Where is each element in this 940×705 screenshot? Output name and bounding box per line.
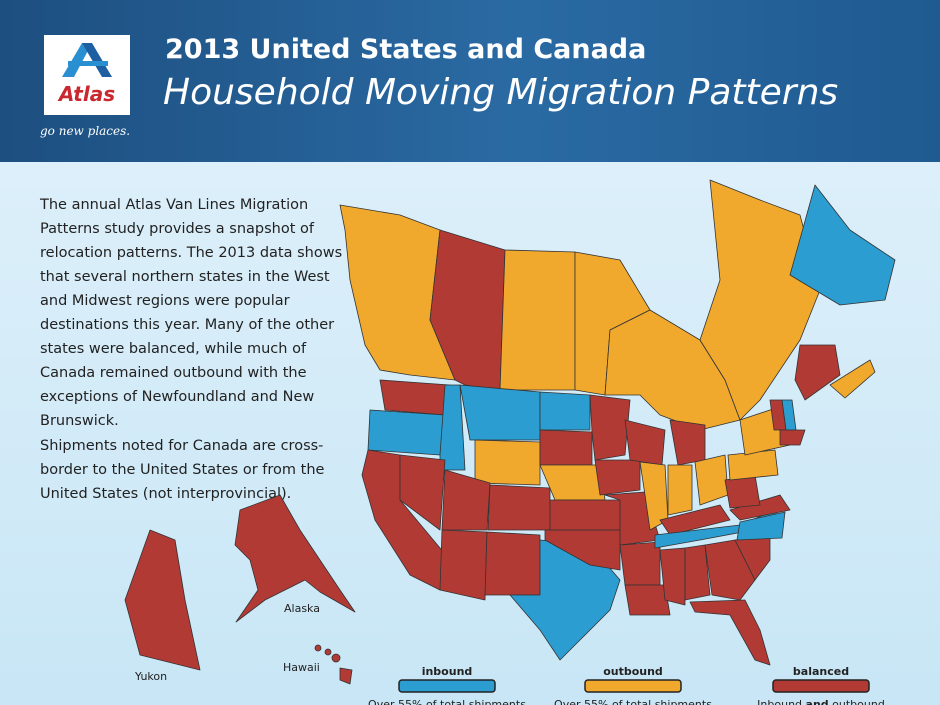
legend-desc-part: and — [806, 698, 829, 705]
legend-desc: Over 55% of total shipments — [368, 698, 526, 705]
intro-note: Shipments noted for Canada are cross-bor… — [40, 438, 325, 502]
map-label: Alaska — [284, 602, 320, 615]
intro-text: The annual Atlas Van Lines Migration Pat… — [40, 197, 343, 429]
legend-swatch — [584, 679, 682, 693]
legend-desc-part: Inbound — [757, 698, 805, 705]
subtitle: Household Moving Migration Patterns — [163, 72, 839, 113]
header: Atlas go new places. 2013 United States … — [0, 0, 940, 162]
legend-desc-part: Over 55% of total shipments — [554, 698, 712, 705]
legend: inbound Over 55% of total shipments outbou… — [368, 665, 885, 705]
legend-desc: Over 55% of total shipments — [554, 698, 712, 705]
legend-title: inbound — [422, 665, 473, 678]
logo-text: Atlas — [57, 82, 115, 106]
legend-swatch — [398, 679, 496, 693]
legend-swatch — [772, 679, 870, 693]
logo-mark: Atlas — [57, 43, 115, 106]
legend-desc: Inbound and outbound — [757, 698, 885, 705]
tagline: go new places. — [40, 124, 131, 138]
title: 2013 United States and Canada — [165, 34, 647, 65]
map-label: Hawaii — [283, 661, 320, 674]
legend-desc-part: Over 55% of total shipments — [368, 698, 526, 705]
legend-title: balanced — [793, 665, 849, 678]
logo: Atlas — [44, 35, 130, 115]
legend-title: outbound — [603, 665, 663, 678]
legend-desc-part: outbound — [829, 698, 885, 705]
map-label: Yukon — [134, 670, 167, 683]
